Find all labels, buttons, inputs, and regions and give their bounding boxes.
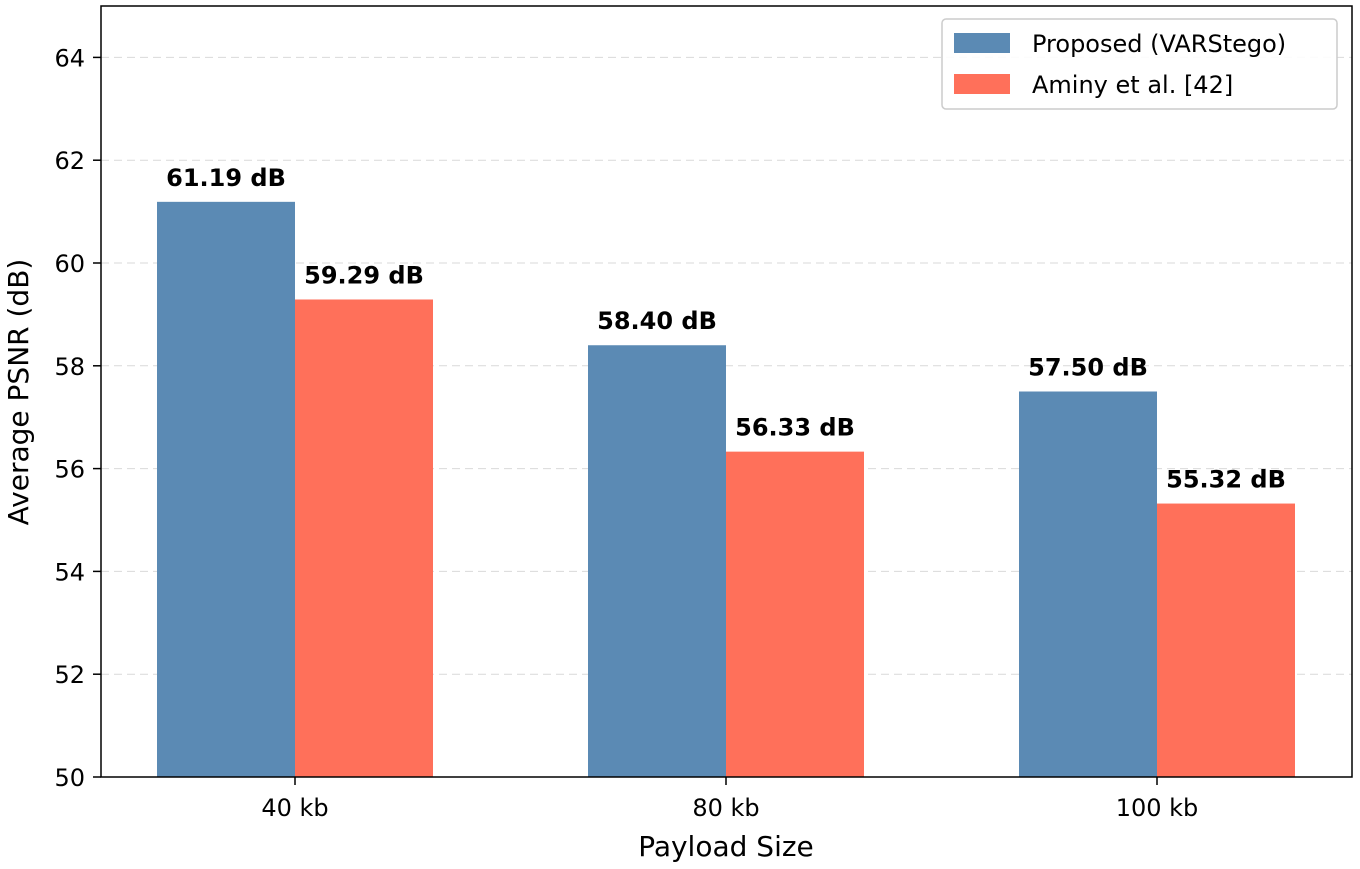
legend-box bbox=[941, 18, 1338, 110]
bars bbox=[157, 201, 1295, 778]
legend-label: Aminy et al. [42] bbox=[1032, 71, 1233, 99]
bar-value-label: 59.29 dB bbox=[304, 261, 424, 289]
bar-proposed-2 bbox=[1019, 391, 1157, 777]
x-ticks: 40 kb 80 kb 100 kb bbox=[261, 777, 1198, 822]
legend-label: Proposed (VARStego) bbox=[1032, 30, 1286, 58]
bar-value-label: 61.19 dB bbox=[166, 164, 286, 192]
y-tick-label: 50 bbox=[54, 764, 85, 792]
y-tick-label: 64 bbox=[54, 44, 85, 72]
bar-labels: 61.19 dB 58.40 dB 57.50 dB 59.29 dB 56.33 dB… bbox=[166, 164, 1286, 494]
bar-proposed-0 bbox=[157, 201, 295, 778]
y-tick-label: 58 bbox=[54, 353, 85, 381]
bar-value-label: 55.32 dB bbox=[1166, 466, 1286, 494]
legend-swatch bbox=[954, 33, 1010, 53]
bar-aminy-1 bbox=[726, 451, 864, 777]
x-tick-label: 100 kb bbox=[1116, 794, 1199, 822]
legend-swatch bbox=[954, 74, 1010, 94]
y-tick-label: 56 bbox=[54, 456, 85, 484]
y-axis-title: Average PSNR (dB) bbox=[2, 259, 35, 526]
y-tick-label: 54 bbox=[54, 558, 85, 586]
y-tick-label: 60 bbox=[54, 250, 85, 278]
legend: Proposed (VARStego) Aminy et al. [42] bbox=[941, 18, 1338, 110]
bar-value-label: 57.50 dB bbox=[1028, 354, 1148, 382]
y-tick-label: 52 bbox=[54, 661, 85, 689]
bar-aminy-0 bbox=[295, 299, 433, 777]
bar-value-label: 58.40 dB bbox=[597, 307, 717, 335]
bar-aminy-2 bbox=[1157, 503, 1295, 777]
x-axis-title: Payload Size bbox=[638, 830, 814, 863]
bar-proposed-1 bbox=[588, 345, 726, 777]
x-tick-label: 80 kb bbox=[692, 794, 759, 822]
x-tick-label: 40 kb bbox=[261, 794, 328, 822]
y-tick-label: 62 bbox=[54, 147, 85, 175]
bar-value-label: 56.33 dB bbox=[735, 414, 855, 442]
y-ticks: 50 52 54 56 58 60 62 64 bbox=[54, 44, 101, 792]
